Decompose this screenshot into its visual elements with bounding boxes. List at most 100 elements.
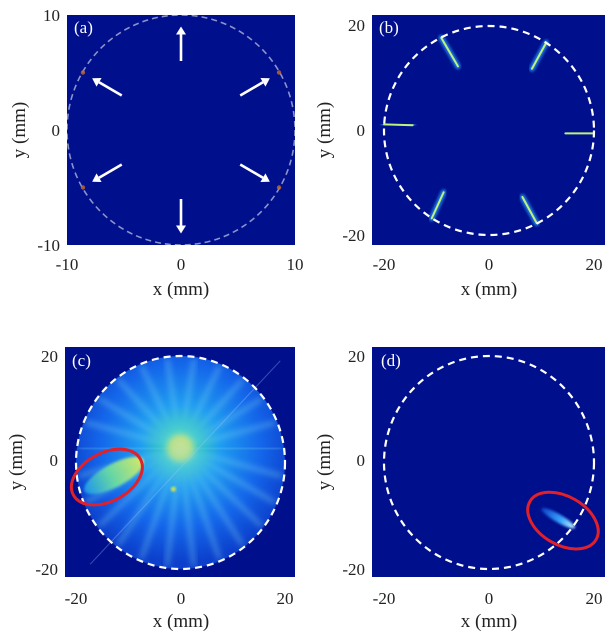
panel-c-label: (c) <box>72 351 91 370</box>
arrow-shaft <box>98 81 123 97</box>
arrow-head <box>260 77 270 87</box>
panel-b-x-tick: 0 <box>485 255 494 274</box>
radial-ray <box>98 396 182 451</box>
hot-spot <box>170 486 176 492</box>
panel-c-y-tick: -20 <box>35 560 58 579</box>
streak <box>383 123 414 127</box>
radial-ray <box>178 365 223 450</box>
hotspot <box>276 185 282 190</box>
arrow-head <box>92 173 102 183</box>
radial-ray <box>178 446 264 528</box>
streak <box>430 191 445 220</box>
panel-b-y-axis-label: y (mm) <box>314 102 335 158</box>
panel-d-y-ticks: 20 0 -20 <box>342 347 365 579</box>
panel-a-y-tick: 0 <box>52 121 61 140</box>
reference-circle <box>66 14 296 246</box>
panel-a-label: (a) <box>74 18 93 37</box>
panel-a-y-tick: -10 <box>37 236 60 255</box>
arrow-head <box>260 173 270 183</box>
arrow-shaft <box>239 163 264 179</box>
panel-c-y-tick: 20 <box>41 347 58 366</box>
radial-ray <box>78 445 181 452</box>
panel-a-y-axis-label: y (mm) <box>9 102 30 158</box>
beam-plume <box>541 507 576 529</box>
panel-d-label: (d) <box>381 351 401 370</box>
panel-d-x-tick: 0 <box>485 589 494 608</box>
panel-c-marks <box>69 354 287 571</box>
panel-d: (d) -20 0 20 20 0 -20 x (mm) y (mm) <box>314 347 605 632</box>
radial-ray <box>139 364 183 450</box>
panel-b-x-tick: -20 <box>373 255 396 274</box>
panel-b-y-tick: -20 <box>342 226 365 245</box>
panel-a-x-tick: 10 <box>287 255 304 274</box>
radial-ray <box>138 447 183 560</box>
radial-ray <box>178 447 222 560</box>
highlight-ellipse <box>69 447 144 507</box>
panel-c-y-ticks: 20 0 -20 <box>35 347 58 579</box>
hotspot <box>276 70 282 75</box>
hotspot <box>80 185 86 190</box>
panel-d-plot-area <box>372 347 605 577</box>
panel-a-y-ticks: 10 0 -10 <box>37 6 60 255</box>
radial-ray <box>115 446 183 547</box>
panel-b-y-tick: 0 <box>357 121 366 140</box>
panel-b-x-axis-label: x (mm) <box>461 279 517 300</box>
panel-d-x-ticks: -20 0 20 <box>373 589 603 608</box>
hotspot <box>80 70 86 75</box>
panel-a-x-tick: -10 <box>56 255 79 274</box>
beam-plume <box>84 456 144 495</box>
radial-ray <box>164 447 183 567</box>
panel-b-y-ticks: 20 0 -20 <box>342 16 365 245</box>
arrow-head <box>92 77 102 87</box>
streak <box>530 41 548 70</box>
radial-ray <box>178 378 245 450</box>
arrow-shaft <box>98 163 123 179</box>
panel-d-y-axis-label: y (mm) <box>314 434 335 490</box>
panel-b-marks <box>381 24 597 237</box>
panel-c-x-tick: 0 <box>177 589 186 608</box>
panel-c-x-tick: 20 <box>277 589 294 608</box>
panel-b-x-ticks: -20 0 20 <box>373 255 603 274</box>
panel-c-x-ticks: -20 0 20 <box>65 589 294 608</box>
radial-ray <box>179 445 283 479</box>
panel-a-x-ticks: -10 0 10 <box>56 255 304 274</box>
reference-circle <box>382 354 596 571</box>
panel-d-x-tick: 20 <box>586 589 603 608</box>
radial-ray <box>179 420 276 451</box>
panel-d-y-tick: -20 <box>342 560 365 579</box>
panel-c-y-axis-label: y (mm) <box>6 434 27 490</box>
panel-a-x-axis-label: x (mm) <box>153 279 209 300</box>
panel-d-marks <box>382 354 600 571</box>
panel-b-x-tick: 20 <box>586 255 603 274</box>
streak <box>521 196 538 225</box>
bright-center <box>166 433 195 462</box>
radial-ray <box>180 445 283 452</box>
radial-ray <box>179 445 277 505</box>
radial-ray <box>178 446 245 547</box>
arrow-head <box>176 26 186 35</box>
panel-b-plot-area <box>372 15 605 245</box>
panel-b-y-tick: 20 <box>348 16 365 35</box>
panel-d-y-tick: 0 <box>357 451 366 470</box>
radial-ray <box>178 447 197 567</box>
panel-a: (a) -10 0 10 10 0 -10 x (mm) y (mm) <box>9 6 304 300</box>
radial-ray <box>85 420 182 451</box>
panel-b-label: (b) <box>379 18 399 37</box>
radial-ray <box>116 377 183 450</box>
radial-ray <box>178 358 197 449</box>
streak <box>440 36 459 68</box>
reference-circle <box>382 24 596 237</box>
diagonal-artifact <box>89 360 281 565</box>
highlight-ellipse <box>526 490 600 551</box>
panel-a-y-tick: 10 <box>43 6 60 25</box>
panel-a-x-tick: 0 <box>177 255 186 274</box>
arrow-head <box>176 225 186 234</box>
panel-d-x-tick: -20 <box>373 589 396 608</box>
panel-a-marks <box>66 14 296 246</box>
panel-d-y-tick: 20 <box>348 347 365 366</box>
panel-c-x-axis-label: x (mm) <box>153 611 209 632</box>
radial-ray <box>179 396 264 451</box>
panel-c-x-tick: -20 <box>65 589 88 608</box>
panel-c-y-tick: 0 <box>50 451 59 470</box>
